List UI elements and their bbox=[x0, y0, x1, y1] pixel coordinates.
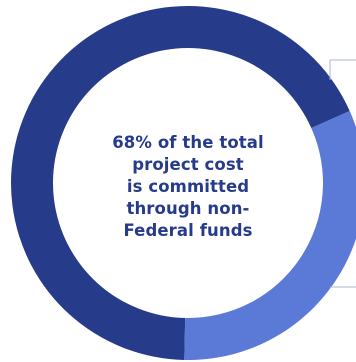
leader-lines bbox=[329, 59, 356, 288]
donut-slices bbox=[10, 6, 356, 360]
slice-remaining bbox=[184, 111, 356, 360]
